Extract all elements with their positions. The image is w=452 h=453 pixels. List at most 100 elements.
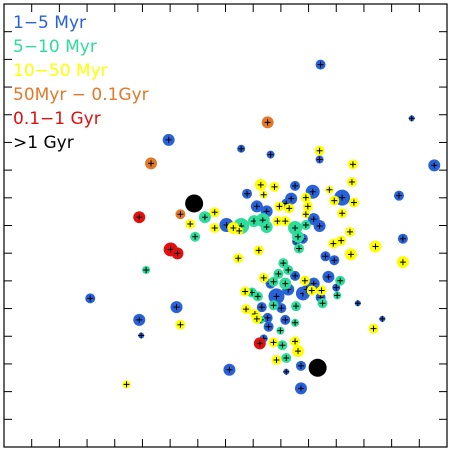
legend-entry-1-5-myr: 1−5 Myr <box>13 13 86 33</box>
point-cross <box>316 156 323 163</box>
point-2-36 <box>290 336 301 347</box>
point-cross <box>282 316 289 323</box>
point-1-4 <box>260 220 273 233</box>
point-2-18 <box>336 235 347 246</box>
point-0-48 <box>276 303 287 314</box>
point-cross <box>295 348 302 355</box>
point-5-1 <box>308 358 327 377</box>
point-cross <box>192 233 199 240</box>
point-2-30 <box>241 304 252 315</box>
point-3-2 <box>175 209 186 220</box>
point-cross <box>244 190 251 197</box>
point-cross <box>333 284 340 291</box>
point-cross <box>331 257 338 264</box>
point-cross <box>283 355 290 362</box>
point-0-2 <box>237 144 246 153</box>
point-cross <box>370 325 377 332</box>
point-cross <box>270 302 277 309</box>
point-cross <box>270 278 277 285</box>
point-cross <box>165 136 172 143</box>
point-0-23 <box>133 313 146 326</box>
point-cross <box>138 332 145 339</box>
point-2-39 <box>122 380 131 389</box>
point-2-25 <box>258 272 269 283</box>
point-0-20 <box>320 251 331 262</box>
point-cross <box>259 217 266 224</box>
legend: 1−5 Myr 5−10 Myr 10−50 Myr 50Myr − 0.1Gy… <box>13 13 149 153</box>
point-cross <box>276 203 283 210</box>
point-cross <box>260 274 267 281</box>
point-1-21 <box>277 340 288 351</box>
point-cross <box>350 199 357 206</box>
point-cross <box>310 280 317 287</box>
legend-entry-50myr-0-1gyr: 50Myr − 0.1Gyr <box>13 85 149 105</box>
point-cross <box>297 362 304 369</box>
point-1-9 <box>142 265 151 274</box>
point-cross <box>317 61 324 68</box>
point-cross <box>187 221 194 228</box>
point-0-21 <box>329 255 340 266</box>
point-cross <box>379 315 386 322</box>
point-4-2 <box>171 247 184 260</box>
point-cross <box>349 161 356 168</box>
point-cross <box>211 224 218 231</box>
point-cross <box>273 356 280 363</box>
point-cross <box>277 327 284 334</box>
point-2-4 <box>346 176 357 187</box>
point-2-3 <box>269 181 280 192</box>
point-1-7 <box>294 243 305 254</box>
point-1-22 <box>281 353 292 364</box>
point-cross <box>322 253 329 260</box>
point-cross <box>243 306 250 313</box>
point-cross <box>337 277 344 284</box>
point-cross <box>338 237 345 244</box>
point-cross <box>211 209 218 216</box>
point-0-11 <box>250 200 263 213</box>
point-2-7 <box>185 219 196 230</box>
point-cross <box>254 293 261 300</box>
point-cross <box>431 162 438 169</box>
point-cross <box>177 211 184 218</box>
point-cross <box>285 266 292 273</box>
point-0-24 <box>170 301 183 314</box>
point-2-22 <box>396 256 409 269</box>
point-2-1 <box>347 159 358 170</box>
point-2-13 <box>348 197 359 208</box>
point-cross <box>318 287 325 294</box>
legend-entry-0-1-1-gyr: 0.1−1 Gyr <box>13 109 101 129</box>
point-0-45 <box>332 283 341 292</box>
point-cross <box>309 188 316 195</box>
point-2-33 <box>175 319 186 330</box>
point-cross <box>255 247 262 254</box>
point-0-1 <box>162 133 175 146</box>
point-cross <box>271 183 278 190</box>
point-cross <box>304 203 311 210</box>
point-2-44 <box>235 226 244 235</box>
point-0-36 <box>262 312 273 323</box>
point-cross <box>177 321 184 328</box>
point-2-21 <box>344 248 357 261</box>
point-cross <box>339 194 346 201</box>
point-cross <box>238 145 245 152</box>
point-2-20 <box>369 240 382 253</box>
point-1-14 <box>279 277 292 290</box>
point-1-20 <box>276 326 285 335</box>
point-cross <box>283 368 290 375</box>
point-0-5 <box>290 180 301 191</box>
point-1-13 <box>268 276 279 287</box>
point-cross <box>242 288 249 295</box>
point-cross <box>264 314 271 321</box>
point-cross <box>296 245 303 252</box>
point-2-19 <box>328 238 339 249</box>
point-cross <box>286 205 293 212</box>
point-0-35 <box>256 302 267 313</box>
point-cross <box>230 224 237 231</box>
point-2-43 <box>259 190 268 199</box>
point-cross <box>267 151 274 158</box>
point-cross <box>270 339 277 346</box>
point-2-29 <box>316 285 327 296</box>
point-1-26 <box>333 291 342 300</box>
point-3-1 <box>145 157 158 170</box>
point-1-6 <box>292 230 305 243</box>
point-cross <box>302 222 309 229</box>
